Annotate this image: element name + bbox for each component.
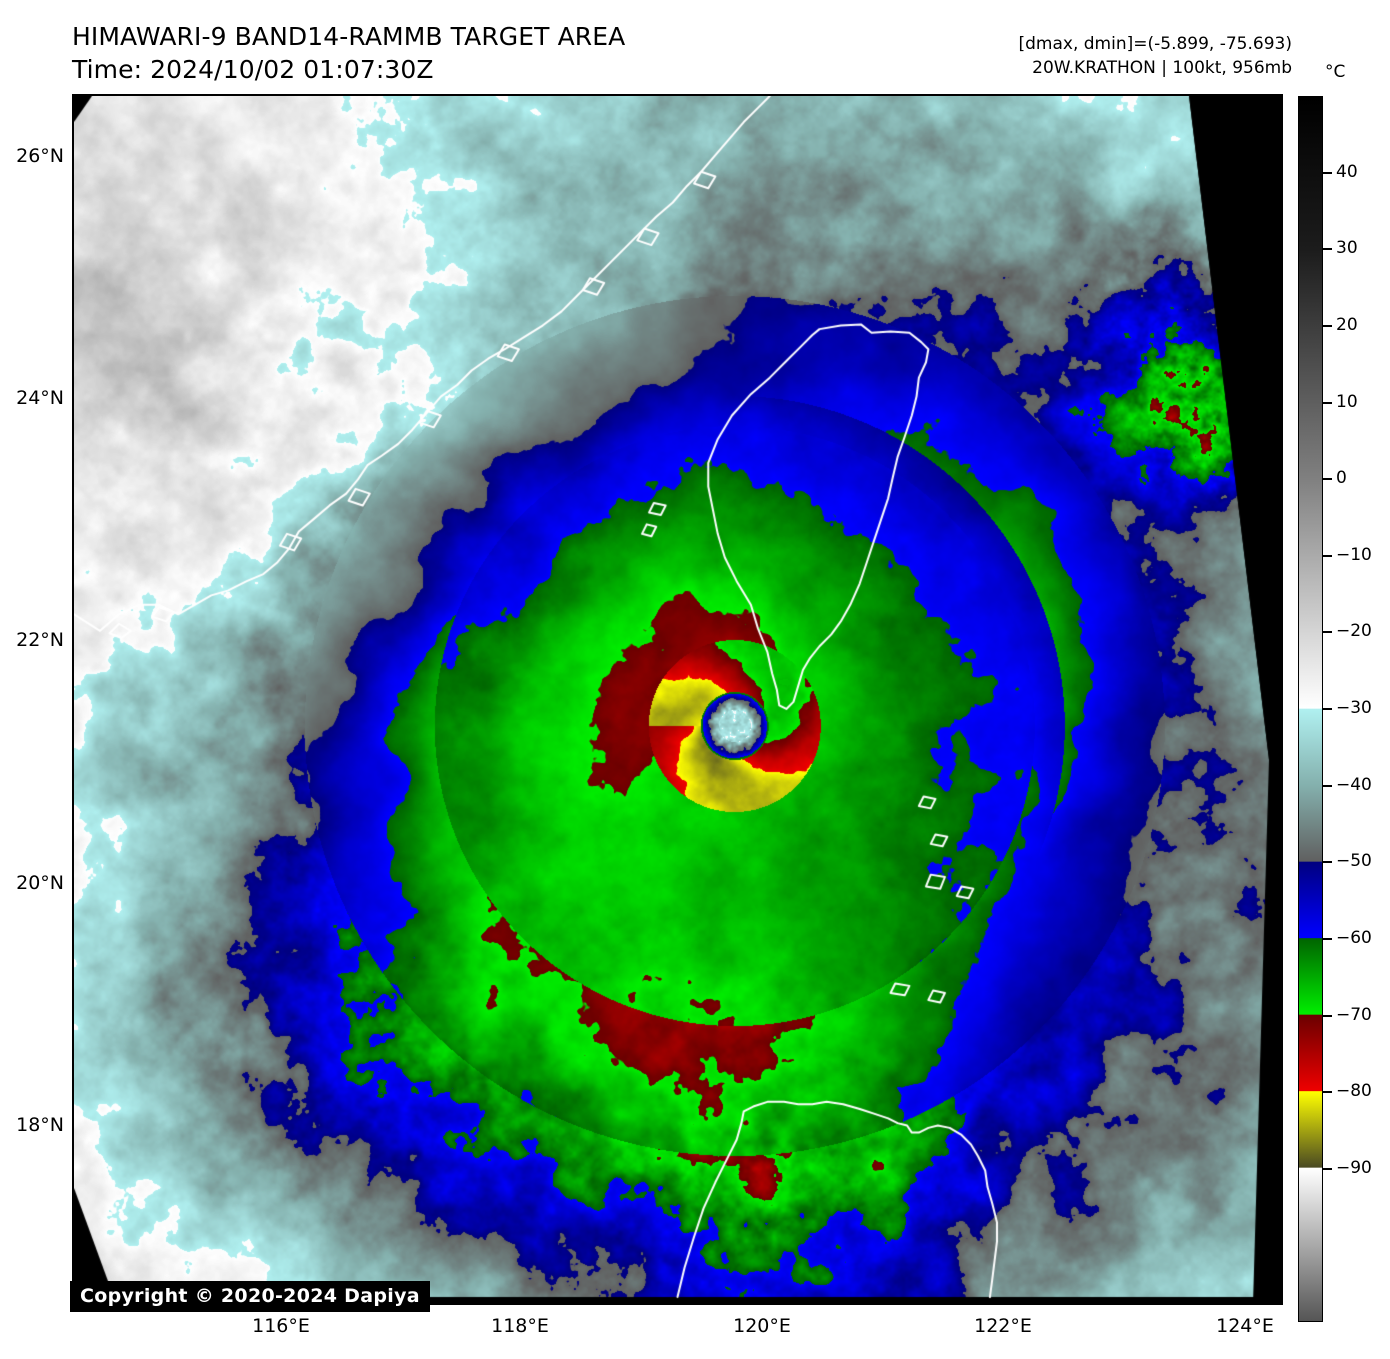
colorbar-tick-label: −80: [1336, 1081, 1372, 1102]
lat-tick-label: 26°N: [16, 145, 64, 167]
colorbar-gradient: [1298, 96, 1323, 1322]
colorbar-tick-label: −40: [1336, 774, 1372, 795]
colorbar-tick-label: −30: [1336, 698, 1372, 718]
colorbar-tick-mark: [1323, 478, 1332, 481]
colorbar-unit-label: °C: [1325, 62, 1346, 82]
colorbar-tick-mark: [1323, 171, 1332, 174]
colorbar-tick-mark: [1323, 784, 1332, 787]
header-meta-block: [dmax, dmin]=(-5.899, -75.693) 20W.KRATH…: [1019, 32, 1293, 80]
colorbar-tick-mark: [1323, 1014, 1332, 1017]
colorbar-tick-label: 30: [1336, 238, 1358, 259]
colorbar-tick-label: 10: [1336, 391, 1358, 412]
lat-tick-label: 24°N: [16, 387, 64, 409]
storm-info-label: 20W.KRATHON | 100kt, 956mb: [1032, 58, 1292, 78]
colorbar-tick-label: −10: [1336, 544, 1372, 565]
colorbar-tick-mark: [1323, 708, 1332, 710]
lon-tick-label: 122°E: [974, 1315, 1032, 1337]
colorbar-tick-mark: [1323, 937, 1332, 940]
lon-tick-label: 116°E: [252, 1315, 310, 1337]
dmax-dmin-label: [dmax, dmin]=(-5.899, -75.693): [1018, 34, 1293, 54]
colorbar-tick-mark: [1323, 631, 1332, 634]
colorbar: [1298, 96, 1323, 1322]
colorbar-tick-label: −60: [1336, 927, 1372, 948]
satellite-map[interactable]: [72, 94, 1283, 1305]
lon-tick-label: 118°E: [491, 1315, 549, 1337]
colorbar-tick-label: −90: [1336, 1157, 1372, 1178]
copyright-banner: Copyright © 2020-2024 Dapiya: [70, 1281, 430, 1312]
colorbar-tick-mark: [1323, 401, 1332, 404]
colorbar-tick-mark: [1323, 861, 1332, 864]
colorbar-tick-label: −50: [1336, 851, 1372, 872]
colorbar-tick-label: 40: [1336, 161, 1358, 182]
colorbar-tick-label: 20: [1336, 314, 1358, 335]
colorbar-tick-label: −70: [1336, 1004, 1372, 1025]
timestamp-label: Time: 2024/10/02 01:07:30Z: [72, 55, 434, 84]
colorbar-tick-label: −20: [1336, 621, 1372, 642]
colorbar-tick-mark: [1323, 324, 1332, 327]
colorbar-tick-mark: [1323, 1167, 1332, 1170]
lat-tick-label: 20°N: [16, 872, 64, 894]
page-title: HIMAWARI-9 BAND14-RAMMB TARGET AREA: [72, 22, 626, 51]
colorbar-tick-mark: [1323, 554, 1332, 557]
colorbar-tick-label: 0: [1336, 468, 1347, 489]
lon-tick-label: 124°E: [1216, 1315, 1274, 1337]
satellite-image-canvas: [74, 96, 1281, 1303]
lon-tick-label: 120°E: [733, 1315, 791, 1337]
colorbar-tick-mark: [1323, 1091, 1332, 1094]
lat-tick-label: 22°N: [16, 629, 64, 651]
header-title-block: HIMAWARI-9 BAND14-RAMMB TARGET AREA Time…: [72, 20, 625, 86]
lat-tick-label: 18°N: [16, 1114, 64, 1136]
colorbar-tick-mark: [1323, 248, 1332, 251]
colorbar-ticks: 40 30 20 10 0 −10 −20 −30 −40 −50 −60 −70 −80 −90: [1323, 96, 1389, 1322]
